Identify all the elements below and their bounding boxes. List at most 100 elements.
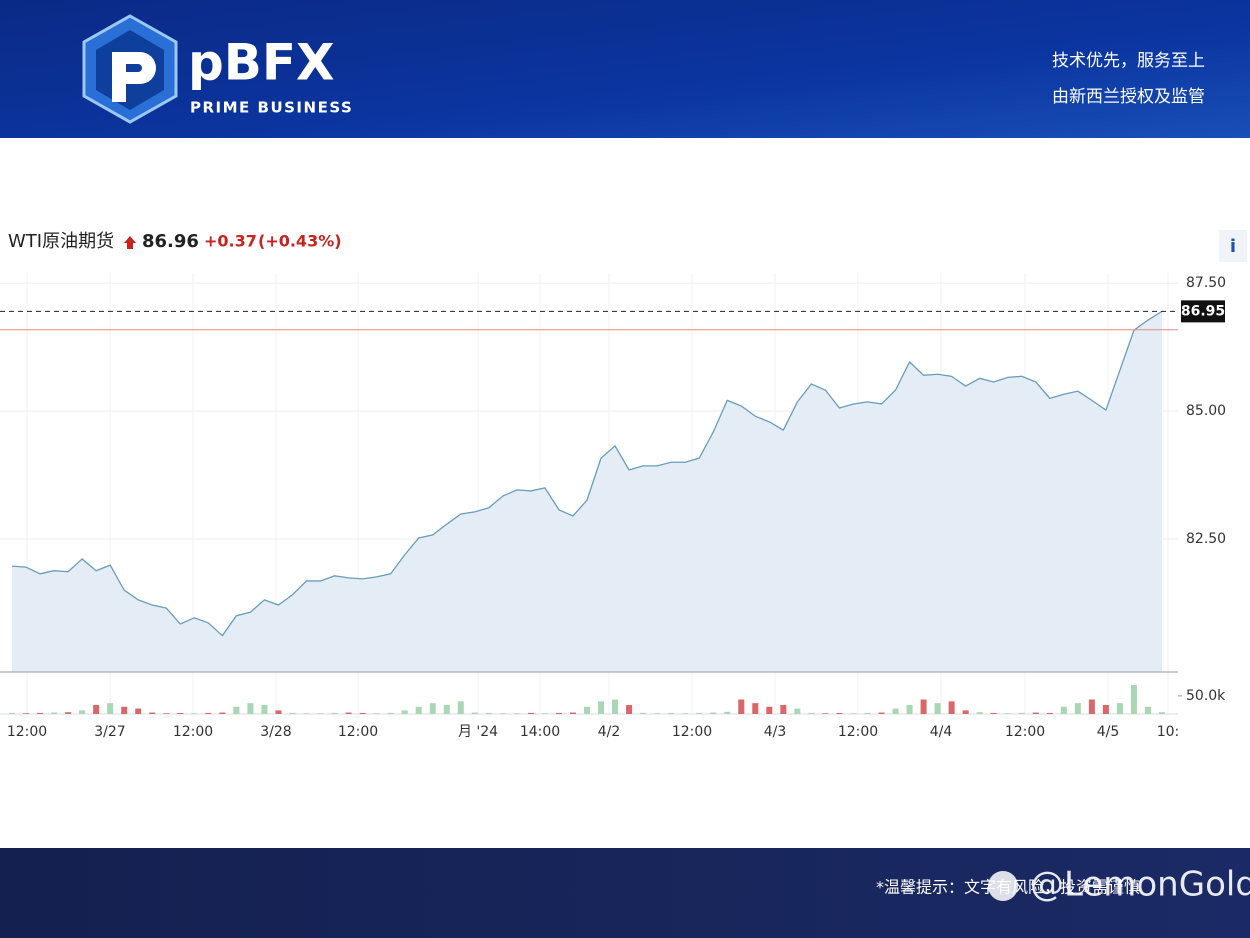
y-tick-label: 87.50 [1186,275,1226,291]
up-arrow [124,236,136,249]
volume-bar [640,712,647,714]
volume-bar [191,713,198,714]
volume-bar [1074,703,1081,714]
volume-bar [233,706,240,714]
volume-bar [696,712,703,714]
volume-bar [149,712,156,714]
info-button[interactable]: i [1230,236,1236,257]
tagline: PRIME BUSINESS [190,99,353,117]
volume-bar [822,713,829,714]
x-tick-label: 12:00 [838,724,878,740]
volume-bar [429,703,436,714]
volume-bar [1032,712,1039,714]
volume-bar [93,704,100,714]
volume-bar [373,713,380,714]
volume-bar [219,712,226,714]
volume-bar [906,704,913,714]
y-tick-label: 85.00 [1186,403,1226,419]
header [0,0,1250,138]
slogan: 技术优先，服务至上 [1052,51,1205,71]
volume-bar [864,712,871,714]
volume-bar [1018,712,1025,714]
volume-bar [289,712,296,714]
last-price-tag [1181,300,1225,323]
brand: pBFX [188,34,335,92]
volume-bar [177,712,184,714]
x-tick-label: 12:00 [173,724,213,740]
volume-bar [766,706,773,714]
volume-bar [584,706,590,714]
volume-bar [836,712,843,714]
volume-bar [247,703,254,714]
x-tick-label: 3/27 [94,724,125,740]
volume-bar [527,712,534,714]
volume-bar [1130,685,1137,714]
volume-bar [990,712,997,714]
volume-bar [359,712,366,714]
volume-bar [401,710,408,714]
volume-bar [668,712,675,714]
volume-bar [724,711,731,714]
volume-bar [934,703,941,714]
volume-bar [415,706,422,714]
volume-bar [471,712,478,714]
volume-bar [37,712,44,714]
volume-bar [598,701,605,714]
volume-tick-label: 50.0k [1186,688,1226,704]
volume-bar [9,712,15,714]
volume-bar [1060,706,1067,714]
volume-bar [387,712,394,714]
x-tick-label: 14:00 [520,724,560,740]
volume-bar [135,708,142,714]
volume-bar [261,704,268,714]
volume-bar [1159,712,1165,714]
price-line [11,310,1163,637]
volume-bar [626,704,633,714]
price-change: +0.37 [204,232,257,251]
last-price-label: 86.95 [1181,303,1225,319]
volume-bar [808,712,815,714]
chart-title: WTI原油期货 [8,231,114,252]
last-price: 86.96 [142,231,199,252]
info-button-bg[interactable] [1219,230,1247,262]
volume-bar [1088,699,1095,714]
x-tick-label: 4/4 [930,724,953,740]
volume-bar [1116,703,1123,714]
volume-bar [1144,706,1151,714]
volume-bar [205,712,212,714]
x-tick-label: 月 '24 [458,724,498,740]
volume-bar [948,701,955,714]
volume-bar [23,713,30,714]
volume-bar [962,710,969,714]
volume-bar [121,706,128,714]
x-tick-label: 4/5 [1097,724,1120,740]
watermark: @LemonGold [1030,865,1250,905]
volume-bar [780,704,787,714]
volume-bar [976,712,983,714]
volume-bar [892,708,899,714]
volume-bar [331,712,338,714]
footer [0,848,1250,938]
x-tick-label: 12:00 [672,724,712,740]
volume-bar [878,712,885,714]
volume-bar [612,699,619,714]
x-tick-label: 4/3 [764,724,787,740]
volume-bar [107,703,114,714]
volume-bar [275,710,282,714]
volume-bar [51,712,58,714]
volume-bar [850,713,857,714]
volume-bar [457,701,464,714]
volume-bar [317,713,324,714]
volume-bar [794,708,801,714]
volume-bar [485,712,492,714]
volume-bar [513,713,520,714]
volume-bar [1102,704,1109,714]
price-change-percent: (+0.43%) [258,232,342,251]
volume-bar [345,712,352,714]
volume-bar [682,713,689,714]
x-tick-label: 12:00 [7,724,47,740]
volume-bar [499,713,506,714]
volume-bar [752,703,759,714]
volume-bar [541,713,548,714]
